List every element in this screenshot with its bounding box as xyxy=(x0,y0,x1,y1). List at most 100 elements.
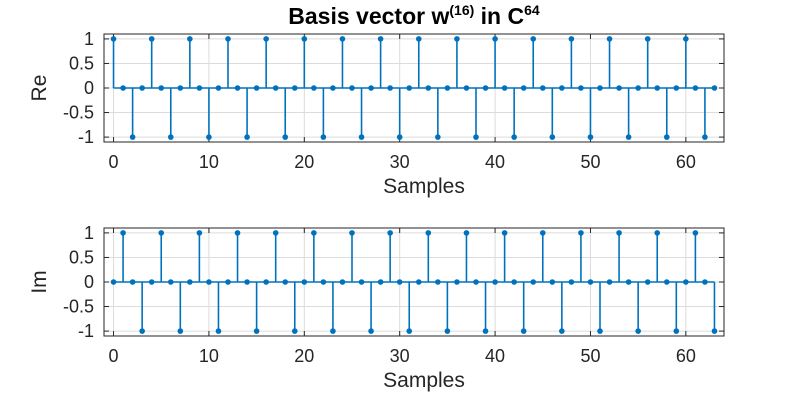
y-tick-label: -0.5 xyxy=(63,297,94,317)
stem-marker xyxy=(244,134,250,140)
stem-marker xyxy=(635,85,641,91)
y-tick-label: 1 xyxy=(84,223,94,243)
stem-marker xyxy=(568,279,575,285)
stem-marker xyxy=(358,134,365,140)
stem-marker xyxy=(291,85,298,91)
stem-marker xyxy=(349,230,355,236)
x-tick-label: 30 xyxy=(390,346,410,366)
stem-marker xyxy=(501,85,508,91)
stem-marker xyxy=(301,36,308,42)
stem-marker xyxy=(702,279,708,285)
stem-marker xyxy=(167,279,174,285)
stem-marker xyxy=(663,134,670,140)
stem-marker xyxy=(120,85,126,91)
stem-marker xyxy=(568,36,575,42)
stem-marker xyxy=(444,328,451,334)
stem-marker xyxy=(206,279,212,285)
y-tick-label: 0.5 xyxy=(69,53,94,73)
stem-marker xyxy=(330,85,336,91)
x-axis-label: Samples xyxy=(383,175,465,198)
stem-marker xyxy=(244,279,250,285)
stem-marker xyxy=(311,230,317,236)
stem-marker xyxy=(473,134,479,140)
chart-title: Basis vector w(16) in C64 xyxy=(288,2,540,29)
stem-marker xyxy=(616,230,622,236)
stem-marker xyxy=(339,36,346,42)
stem-marker xyxy=(673,85,680,91)
stem-marker xyxy=(435,134,441,140)
stem-marker xyxy=(559,85,565,91)
stem-marker xyxy=(578,230,584,236)
stem-marker xyxy=(396,279,403,285)
stem-marker xyxy=(406,328,413,334)
stem-marker xyxy=(406,85,413,91)
y-tick-label: 1 xyxy=(84,29,94,49)
y-axis-label: Re xyxy=(28,75,51,102)
stem-marker xyxy=(692,85,699,91)
stem-marker xyxy=(368,85,374,91)
stem-marker xyxy=(339,279,346,285)
stem-marker xyxy=(597,328,603,334)
stem-marker xyxy=(187,279,193,285)
stem-marker xyxy=(587,134,594,140)
stem-marker xyxy=(501,230,508,236)
stem-marker xyxy=(683,36,689,42)
stem-marker xyxy=(263,36,269,42)
stem-marker xyxy=(320,134,327,140)
y-tick-label: -1 xyxy=(78,321,94,341)
stem-marker xyxy=(482,328,489,334)
stem-marker xyxy=(454,36,460,42)
stem-marker xyxy=(301,279,308,285)
stem-marker xyxy=(253,85,260,91)
stem-marker xyxy=(110,36,117,42)
stem-marker xyxy=(225,279,231,285)
stem-marker xyxy=(673,328,680,334)
y-axis-label: Im xyxy=(28,270,51,293)
chart-title-superscript-1: (16) xyxy=(449,2,474,18)
stem-marker xyxy=(597,85,603,91)
stem-marker xyxy=(520,328,527,334)
stem-marker xyxy=(444,85,451,91)
stem-marker xyxy=(377,36,384,42)
chart-title-part-2: in C xyxy=(474,3,524,29)
stem-marker xyxy=(129,279,136,285)
y-tick-label: 0 xyxy=(84,78,94,98)
y-tick-label: -0.5 xyxy=(63,103,94,123)
stem-marker xyxy=(387,85,393,91)
stem-marker xyxy=(654,230,661,236)
stem-marker xyxy=(454,279,460,285)
x-axis-label: Samples xyxy=(383,369,465,392)
stem-marker xyxy=(587,279,594,285)
stem-marker xyxy=(539,85,546,91)
axes-imaginary-part: 0 10 20 30 40 50 60 1 0.5 0 -0.5 -1 Samples Im xyxy=(28,223,725,392)
stem-marker xyxy=(425,230,432,236)
stem-marker xyxy=(387,230,393,236)
stem-marker xyxy=(482,85,489,91)
stem-marker xyxy=(473,279,479,285)
stem-marker xyxy=(520,85,527,91)
stem-marker xyxy=(196,85,203,91)
stem-marker xyxy=(167,134,174,140)
stem-marker xyxy=(396,134,403,140)
x-tick-label: 60 xyxy=(676,346,696,366)
stem-marker xyxy=(511,279,517,285)
stem-marker xyxy=(253,328,260,334)
stem-marker xyxy=(415,279,422,285)
stem-marker xyxy=(435,279,441,285)
stem-marker xyxy=(311,85,317,91)
stem-marker xyxy=(644,36,651,42)
stem-marker xyxy=(463,85,470,91)
stem-marker xyxy=(616,85,622,91)
stem-marker xyxy=(148,36,155,42)
stem-marker xyxy=(206,134,212,140)
stem-marker xyxy=(234,230,241,236)
stem-marker xyxy=(129,134,136,140)
stem-marker xyxy=(148,279,155,285)
stem-marker xyxy=(139,85,145,91)
stem-marker xyxy=(225,36,231,42)
x-tick-label: 40 xyxy=(485,346,505,366)
x-tick-label: 30 xyxy=(390,152,410,172)
chart-title-superscript-2: 64 xyxy=(524,2,540,18)
stem-marker xyxy=(139,328,145,334)
x-tick-label: 50 xyxy=(580,346,600,366)
